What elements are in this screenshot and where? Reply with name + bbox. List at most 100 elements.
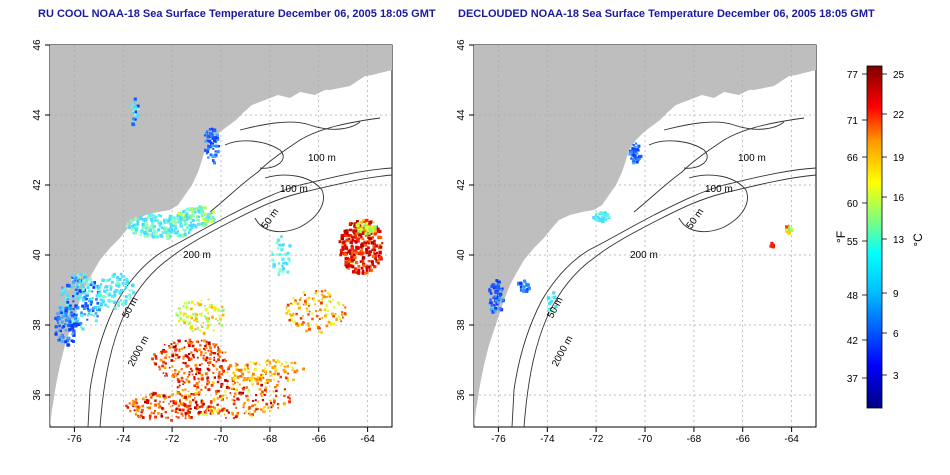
lon-tick: -64 — [784, 434, 799, 445]
sst-pixel — [128, 226, 132, 230]
sst-pixel — [153, 218, 157, 222]
sst-pixel — [140, 411, 143, 414]
sst-pixel — [220, 397, 223, 400]
sst-pixel — [195, 382, 199, 385]
sst-pixel — [168, 346, 172, 349]
sst-pixel — [350, 244, 354, 248]
sst-pixel — [235, 368, 238, 371]
sst-pixel — [145, 398, 149, 402]
sst-pixel — [181, 223, 184, 226]
sst-pixel — [125, 224, 129, 228]
sst-pixel — [277, 360, 281, 363]
sst-pixel — [286, 270, 290, 274]
sst-pixel — [164, 411, 167, 414]
sst-pixel — [174, 354, 177, 356]
sst-pixel — [271, 251, 274, 254]
sst-pixel — [200, 377, 204, 381]
sst-pixel — [340, 234, 344, 238]
sst-pixel — [193, 348, 197, 352]
sst-pixel — [629, 150, 633, 155]
sst-pixel — [277, 403, 280, 406]
sst-pixel — [330, 312, 334, 316]
sst-pixel — [592, 216, 596, 220]
sst-pixel — [329, 295, 332, 298]
sst-pixel — [216, 380, 220, 384]
sst-pixel — [186, 375, 189, 378]
sst-pixel — [632, 161, 636, 165]
f-tick: 55 — [847, 237, 859, 248]
sst-pixel — [493, 295, 497, 298]
sst-pixel — [109, 288, 112, 291]
sst-pixel — [268, 379, 272, 382]
sst-pixel — [316, 325, 318, 327]
sst-pixel — [225, 385, 229, 389]
sst-pixel — [208, 304, 212, 307]
sst-pixel — [80, 325, 83, 329]
sst-pixel — [92, 286, 95, 289]
sst-pixel — [271, 373, 274, 375]
sst-pixel — [202, 322, 205, 324]
sst-pixel — [208, 361, 212, 364]
sst-pixel — [295, 322, 299, 326]
sst-pixel — [198, 205, 202, 209]
sst-pixel — [54, 332, 58, 336]
sst-pixel — [72, 274, 76, 278]
sst-pixel — [232, 377, 236, 381]
sst-pixel — [170, 228, 173, 231]
sst-pixel — [90, 281, 93, 284]
sst-pixel — [492, 286, 496, 290]
sst-pixel — [184, 229, 187, 232]
sst-pixel — [247, 390, 251, 393]
sst-pixel — [205, 317, 207, 320]
sst-pixel — [176, 216, 180, 219]
sst-pixel — [368, 232, 371, 235]
sst-pixel — [125, 300, 128, 303]
sst-pixel — [636, 157, 640, 162]
sst-pixel — [181, 233, 185, 237]
sst-pixel — [198, 380, 201, 383]
sst-pixel — [270, 410, 272, 412]
sst-pixel — [170, 359, 174, 362]
sst-pixel — [131, 399, 134, 402]
sst-pixel — [376, 227, 380, 231]
lon-tick: -74 — [540, 434, 555, 445]
sst-pixel — [161, 407, 164, 410]
sst-pixel — [289, 318, 293, 322]
sst-pixel — [348, 228, 352, 232]
sst-pixel — [174, 402, 177, 405]
sst-pixel — [214, 150, 217, 153]
sst-pixel — [67, 286, 71, 290]
sst-pixel — [204, 218, 208, 222]
sst-pixel — [637, 156, 640, 159]
sst-pixel — [165, 232, 169, 236]
sst-pixel — [149, 225, 152, 228]
sst-pixel — [151, 235, 155, 239]
sst-pixel — [208, 357, 212, 361]
sst-pixel — [348, 234, 351, 237]
sst-pixel — [204, 372, 208, 376]
sst-pixel — [215, 360, 218, 363]
sst-pixel — [124, 299, 127, 303]
sst-pixel — [149, 402, 153, 405]
sst-pixel — [197, 222, 201, 226]
sst-pixel — [203, 339, 206, 343]
sst-pixel — [71, 276, 74, 279]
sst-pixel — [202, 223, 206, 227]
lat-tick: 38 — [456, 319, 467, 331]
sst-pixel — [234, 362, 237, 365]
sst-pixel — [288, 397, 291, 400]
sst-pixel — [209, 405, 212, 408]
sst-pixel — [207, 381, 210, 383]
sst-pixel — [257, 400, 260, 403]
sst-pixel — [346, 262, 350, 266]
sst-pixel — [76, 320, 79, 323]
sst-pixel — [187, 301, 190, 304]
sst-pixel — [130, 106, 133, 109]
sst-pixel — [548, 309, 552, 313]
sst-pixel — [95, 294, 99, 298]
sst-pixel — [207, 144, 211, 148]
sst-pixel — [86, 313, 90, 317]
sst-pixel — [69, 306, 73, 310]
sst-pixel — [204, 413, 208, 416]
sst-pixel — [264, 386, 268, 389]
